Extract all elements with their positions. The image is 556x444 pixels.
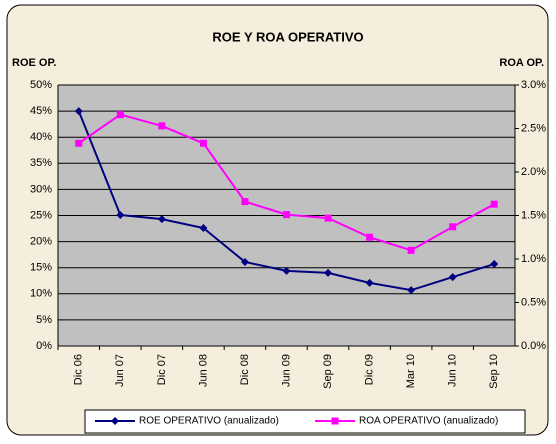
point (490, 200, 498, 208)
point (199, 139, 207, 147)
point (407, 286, 416, 295)
y2-tick-label: 2.0% (521, 166, 546, 178)
y-tick-label: 15% (30, 262, 52, 274)
y-tick-label: 30% (30, 183, 52, 195)
point (116, 210, 125, 219)
y-tick-label: 40% (30, 131, 52, 143)
y-axis-title: ROE OP. (12, 57, 56, 69)
y2-tick-label: 0.5% (521, 296, 546, 308)
point (407, 246, 415, 254)
y2-tick-label: 2.5% (521, 122, 546, 134)
x-tick-label: Sep 09 (322, 354, 334, 389)
point (74, 107, 83, 116)
point (449, 223, 457, 231)
point (240, 257, 249, 266)
legend-label: ROA OPERATIVO (anualizado) (359, 416, 498, 427)
y2-axis-title: ROA OP. (499, 57, 544, 69)
y2-tick-label: 1.0% (521, 253, 546, 265)
chart-title: ROE Y ROA OPERATIVO (212, 29, 363, 44)
point (331, 417, 339, 425)
point (490, 260, 499, 269)
x-tick-label: Jun 10 (447, 354, 459, 387)
x-tick-label: Jun 08 (197, 354, 209, 387)
y-tick-label: 10% (30, 288, 52, 300)
y-tick-label: 45% (30, 105, 52, 117)
point (283, 211, 290, 219)
x-tick-label: Dic 08 (239, 354, 251, 385)
y2-tick-label: 0.0% (521, 340, 546, 352)
point (158, 122, 166, 130)
legend-box (84, 409, 526, 434)
x-tick-label: Sep 10 (488, 354, 500, 389)
point (75, 139, 83, 147)
point (282, 266, 291, 275)
point (199, 224, 208, 233)
y2-tick-label: 1.5% (521, 209, 546, 221)
point (324, 214, 332, 222)
point (111, 417, 119, 425)
point (366, 233, 374, 241)
point (116, 111, 124, 119)
x-tick-label: Dic 09 (363, 354, 375, 385)
point (365, 278, 374, 287)
y-tick-label: 0% (36, 340, 52, 352)
x-tick-label: Dic 06 (73, 354, 85, 385)
x-tick-label: Dic 07 (156, 354, 168, 385)
x-tick-label: Mar 10 (405, 354, 417, 388)
y-tick-label: 20% (30, 236, 52, 248)
y2-tick-label: 3.0% (521, 79, 546, 91)
point (157, 215, 166, 224)
y-tick-label: 5% (36, 314, 52, 326)
point (241, 198, 249, 206)
y-tick-label: 25% (30, 209, 52, 221)
point (324, 268, 333, 277)
x-tick-label: Jun 09 (280, 354, 292, 387)
x-tick-label: Jun 07 (114, 354, 126, 387)
y-tick-label: 35% (30, 157, 52, 169)
legend-label: ROE OPERATIVO (anualizado) (139, 416, 279, 427)
point (448, 273, 457, 282)
y-tick-label: 50% (30, 79, 52, 91)
